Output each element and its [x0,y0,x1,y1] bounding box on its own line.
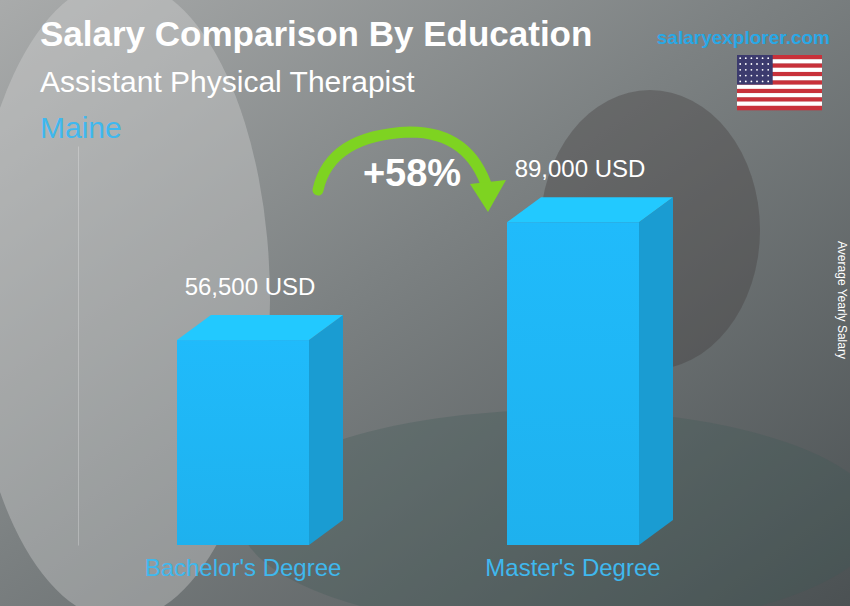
flag-star [745,69,747,71]
chart: Bachelor's Degree Master's Degree 56,500 U… [0,0,850,606]
flag-stripe [737,93,822,98]
y-label: Average Yearly Salary [835,241,849,359]
growth-arrow [318,132,506,212]
flag-star [751,69,753,71]
flag-star [739,81,741,83]
title: Salary Comparison By Education [40,14,592,53]
flag-star [751,75,753,77]
flag-star [767,69,769,71]
flag [737,55,822,110]
subtitle: Assistant Physical Therapist [40,65,415,98]
data-label: 89,000 USD [515,155,646,182]
flag-star [745,81,747,83]
bar-top [177,315,343,340]
flag-stripe [737,85,822,90]
x-tick-label: Bachelor's Degree [145,554,342,581]
site-name: salaryexplorer.com [657,27,830,48]
bar-top [507,197,673,222]
flag-star [762,57,764,59]
flag-star [756,57,758,59]
x-tick: Bachelor's Degree [145,545,342,581]
flag-star [751,63,753,65]
bar-side [639,197,673,545]
x-axis-line [79,545,739,546]
flag-star [767,57,769,59]
flag-star [739,57,741,59]
x-axis: Bachelor's Degree Master's Degree [79,545,739,581]
bars [177,197,673,545]
flag-canton [737,55,773,85]
x-tick-label: Master's Degree [485,554,660,581]
flag-star [762,63,764,65]
flag-star [762,81,764,83]
y-axis-line [78,147,79,546]
flag-stripe [737,89,822,94]
arrow-head [470,180,506,212]
flag-star [767,75,769,77]
flag-star [767,81,769,83]
flag-star [767,63,769,65]
flag-stripe [737,106,822,111]
flag-star [762,75,764,77]
x-tick: Master's Degree [485,545,660,581]
bar [507,222,639,545]
flag-stripe [737,102,822,107]
flag-star [756,69,758,71]
data-label: 56,500 USD [185,273,316,300]
flag-star [745,57,747,59]
flag-star [751,81,753,83]
growth-label: +58% [363,152,461,194]
region: Maine [40,111,122,144]
flag-star [739,75,741,77]
flag-star [745,75,747,77]
flag-star [756,75,758,77]
flag-stripe [737,97,822,102]
bar-side [309,315,343,545]
flag-star [751,57,753,59]
bar-group [507,197,673,545]
flag-star [739,63,741,65]
bar [177,340,309,545]
flag-star [745,63,747,65]
flag-star [762,69,764,71]
y-axis [78,147,79,546]
flag-star [739,69,741,71]
flag-star [756,81,758,83]
bar-group [177,315,343,545]
flag-star [756,63,758,65]
